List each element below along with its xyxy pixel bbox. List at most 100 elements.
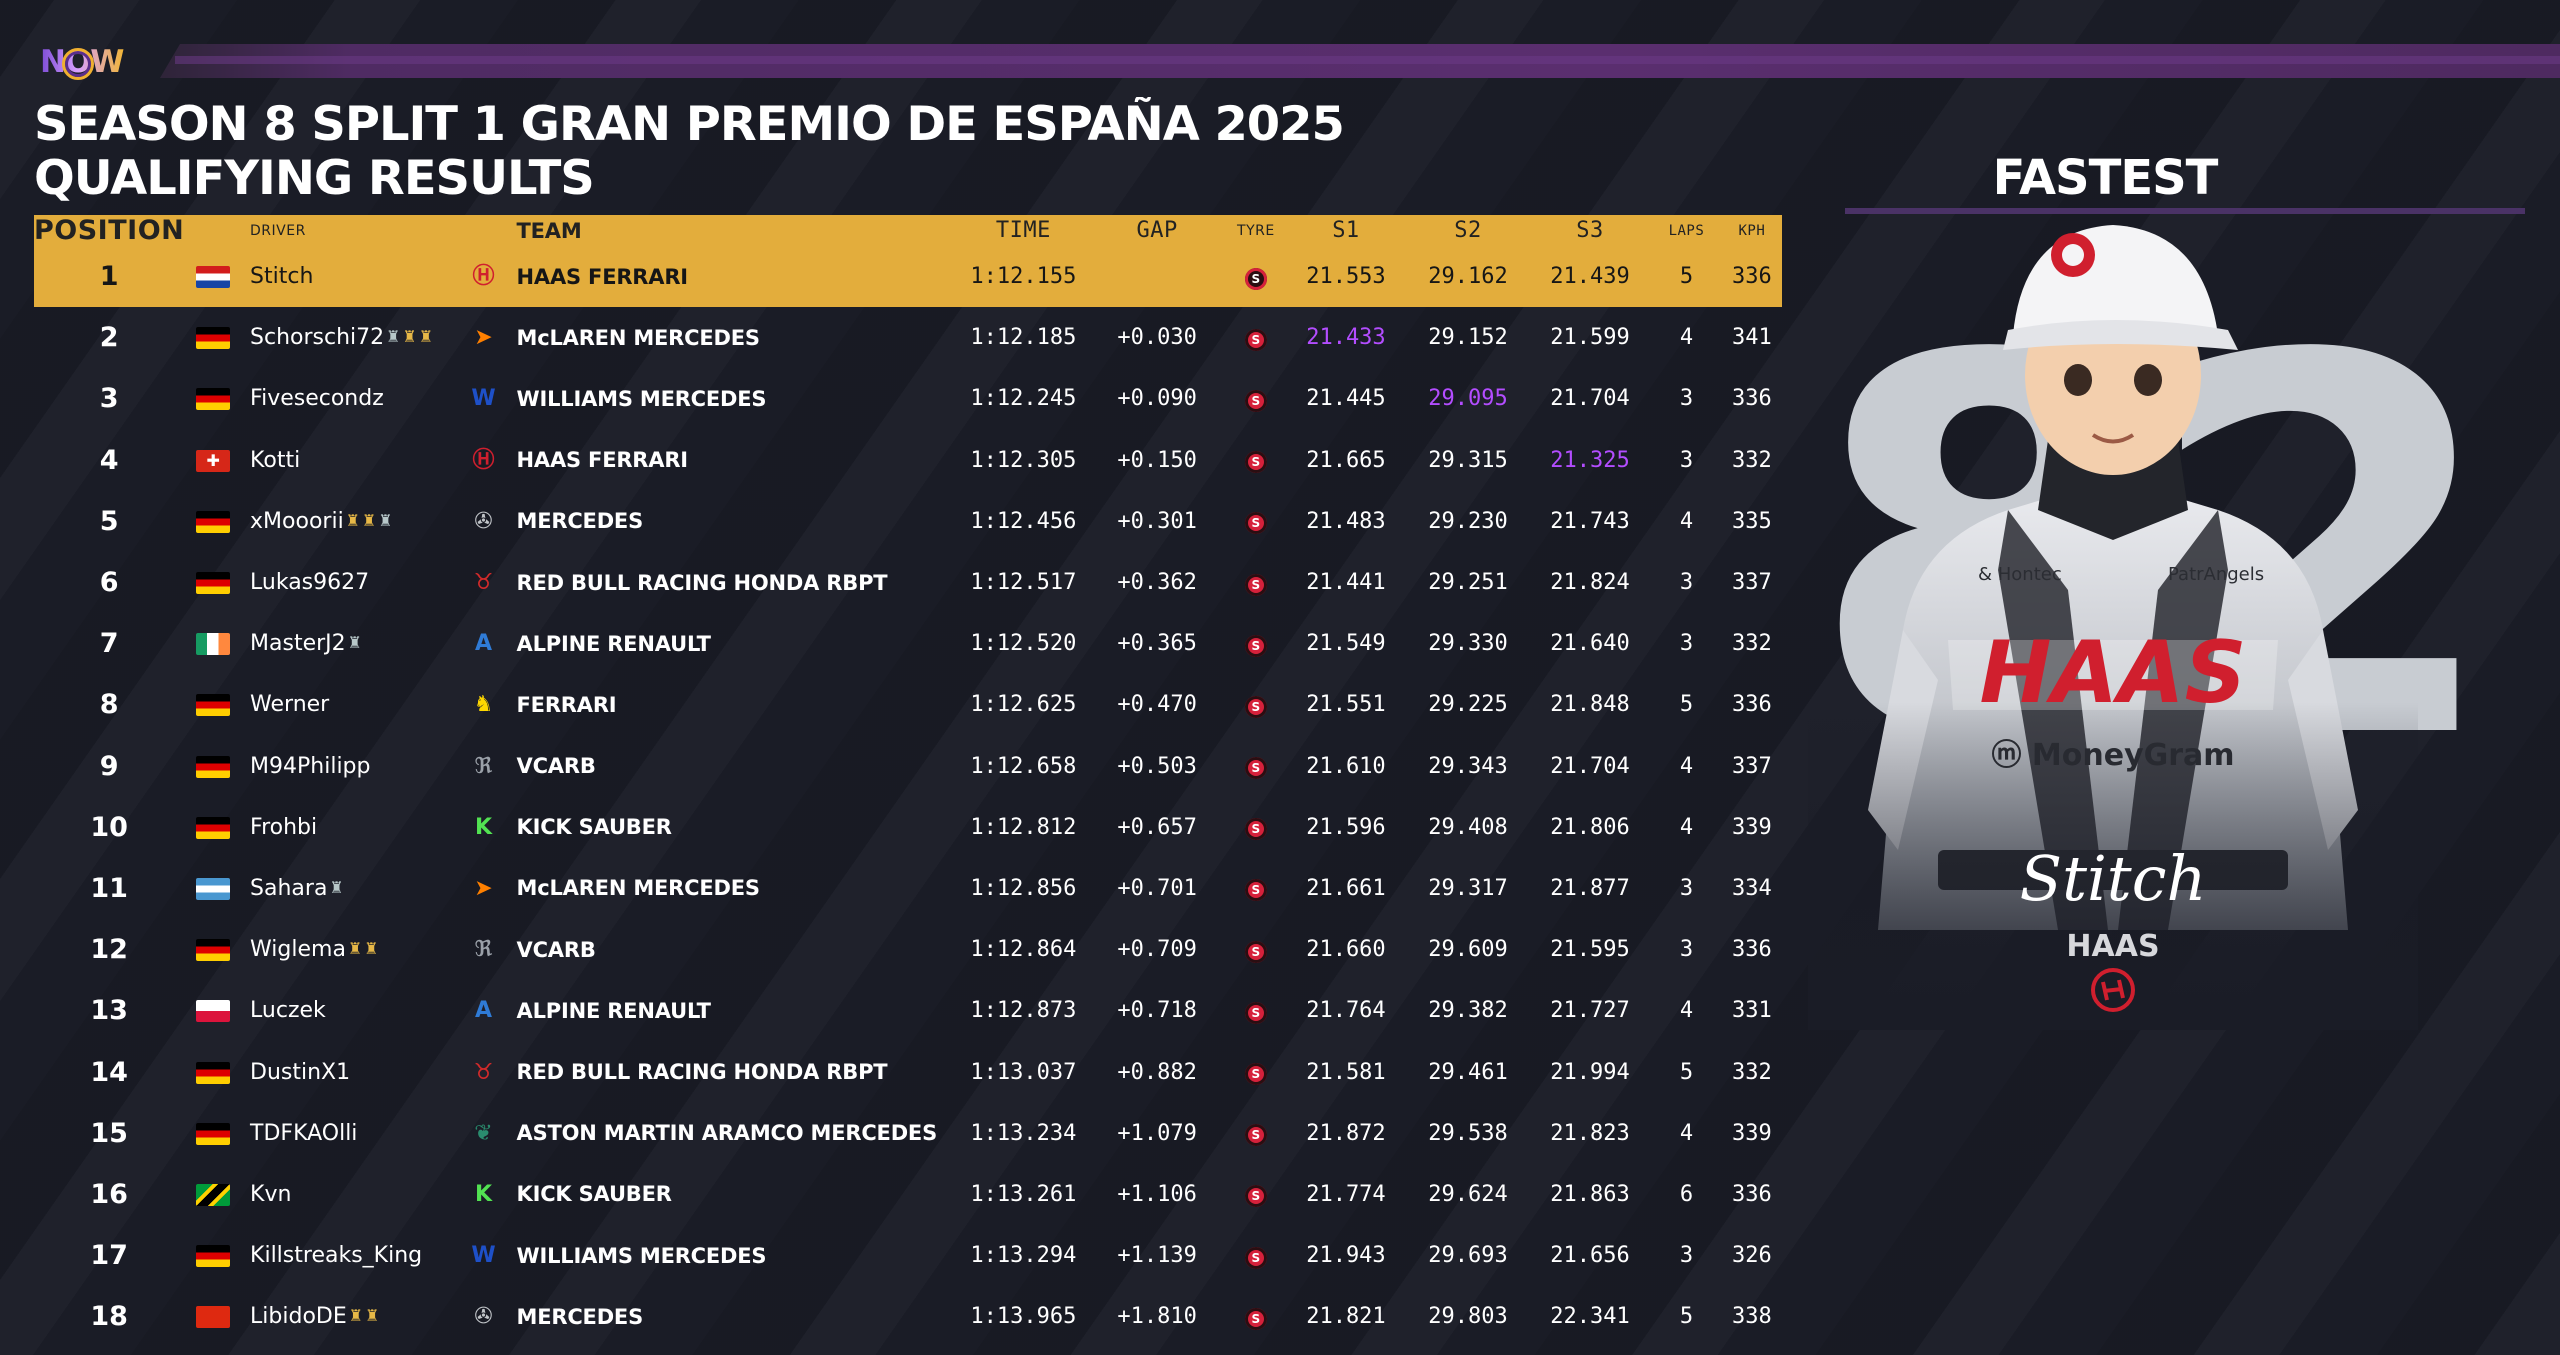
- col-time: TIME: [959, 215, 1088, 246]
- sector-s3: 21.727: [1550, 998, 1630, 1024]
- sector-s3: 21.824: [1550, 570, 1630, 596]
- position-cell: 12: [90, 934, 128, 966]
- sector-s2: 29.609: [1428, 937, 1508, 963]
- driver-cell: M94Philipp: [242, 736, 450, 797]
- sector-s1: 21.821: [1306, 1304, 1386, 1330]
- flag-cell: [184, 1164, 242, 1225]
- driver-cell: Kvn: [242, 1164, 450, 1225]
- flag-cell: [184, 1225, 242, 1286]
- soft-tyre-icon: S: [1244, 451, 1267, 474]
- tyre-cell: S: [1227, 613, 1285, 674]
- sector-s2: 29.251: [1428, 570, 1508, 596]
- country-flag-icon: [196, 572, 231, 595]
- table-row: 3 Fivesecondz W WILLIAMS MERCEDES 1:12.245 +0…: [34, 368, 1782, 429]
- page-title: SEASON 8 SPLIT 1 GRAN PREMIO DE ESPAÑA 2…: [34, 98, 1345, 206]
- team-name: RED BULL RACING HONDA RBPT: [516, 1060, 888, 1085]
- sector-s2: 29.162: [1406, 246, 1530, 308]
- driver-name: DustinX1: [250, 1059, 351, 1085]
- flag-cell: [184, 246, 243, 308]
- driver-name: Lukas9627: [250, 570, 370, 596]
- col-flag: [184, 215, 243, 246]
- position-cell: 9: [99, 750, 119, 782]
- laps-value: 5: [1651, 246, 1722, 308]
- sector-s2: 29.624: [1428, 1181, 1508, 1207]
- gold-trophy-icon: ♜: [347, 939, 363, 959]
- team-logo-cell: ➤: [450, 307, 516, 368]
- driver-name: Kotti: [250, 447, 301, 473]
- soft-tyre-icon: S: [1244, 328, 1267, 351]
- flag-cell: [184, 368, 242, 429]
- tyre-cell: S: [1227, 368, 1285, 429]
- signature: Stitch: [2020, 842, 2207, 915]
- lap-time: 1:12.873: [970, 998, 1077, 1024]
- table-row: 17 Killstreaks_King W WILLIAMS MERCEDES 1:13…: [34, 1225, 1782, 1286]
- team-logo-cell: W: [450, 1225, 516, 1286]
- laps-value: 4: [1679, 325, 1694, 351]
- sector-s3: 22.341: [1550, 1304, 1630, 1330]
- fastest-heading: FASTEST: [1992, 150, 2219, 206]
- driver-cell: xMooorii ♜ ♜ ♜: [242, 491, 450, 552]
- aston-martin-logo-icon: ❦: [474, 1120, 493, 1146]
- soft-tyre-icon: S: [1244, 1124, 1267, 1147]
- team-name: ALPINE RENAULT: [516, 631, 711, 656]
- table-row: 13 Luczek A ALPINE RENAULT 1:12.873 +0.718 S 21…: [34, 980, 1782, 1041]
- gap-value: +0.150: [1117, 447, 1197, 473]
- driver-cell: Luczek: [242, 980, 450, 1041]
- driver-name: Luczek: [250, 998, 326, 1024]
- redbull-logo-icon: ♉: [473, 570, 494, 596]
- driver-cell: Schorschi72 ♜ ♜ ♜: [242, 307, 450, 368]
- position-cell: 3: [99, 383, 119, 415]
- country-flag-icon: [196, 1245, 231, 1268]
- tyre-cell: S: [1227, 307, 1285, 368]
- kph-value: 334: [1732, 875, 1772, 901]
- gap-value: +0.470: [1117, 692, 1197, 718]
- driver-name: TDFKAOlli: [250, 1120, 358, 1146]
- position-cell: 10: [90, 811, 128, 843]
- country-flag-icon: ✚: [196, 449, 231, 472]
- laps-value: 3: [1679, 937, 1694, 963]
- laps-value: 3: [1679, 875, 1694, 901]
- table-header: POSITION DRIVER TEAM TIME GAP TYRE S1 S2…: [34, 215, 1782, 246]
- driver-name: Killstreaks_King: [250, 1243, 423, 1269]
- gap-value: +0.701: [1117, 875, 1197, 901]
- soft-tyre-icon: S: [1244, 1307, 1267, 1330]
- soft-tyre-icon: S: [1244, 818, 1267, 841]
- table-row: 16 Kvn K KICK SAUBER 1:13.261 +1.106 S 21.774 29…: [34, 1164, 1782, 1225]
- driver-cell: Frohbi: [242, 797, 450, 858]
- kph-value: 336: [1721, 246, 1782, 308]
- team-name: RED BULL RACING HONDA RBPT: [516, 570, 888, 595]
- col-driver: DRIVER: [242, 215, 451, 246]
- sector-s3: 21.656: [1550, 1243, 1630, 1269]
- position-cell: 15: [90, 1117, 128, 1149]
- kph-value: 341: [1732, 325, 1772, 351]
- tyre-cell: S: [1227, 980, 1285, 1041]
- mclaren-logo-icon: ➤: [474, 325, 493, 351]
- col-s1: S1: [1284, 215, 1407, 246]
- sector-s1: 21.483: [1306, 508, 1386, 534]
- sector-s3: 21.439: [1529, 246, 1652, 308]
- driver-name: Wiglema: [250, 937, 346, 963]
- driver-name: xMooorii: [250, 508, 344, 534]
- alpine-logo-icon: A: [474, 631, 492, 657]
- soft-tyre-icon: S: [1244, 879, 1267, 902]
- table-row: 6 Lukas9627 ♉ RED BULL RACING HONDA RBPT 1:1…: [34, 552, 1782, 613]
- team-name: WILLIAMS MERCEDES: [516, 1243, 767, 1268]
- lap-time: 1:12.658: [970, 753, 1077, 779]
- now-logo: NOW: [40, 40, 132, 84]
- country-flag-icon: [196, 939, 231, 962]
- col-s3: S3: [1529, 215, 1652, 246]
- sector-s3: 21.743: [1550, 508, 1630, 534]
- driver-name: M94Philipp: [250, 753, 371, 779]
- gap-value: +0.301: [1117, 508, 1197, 534]
- driver-cell: Lukas9627: [242, 552, 450, 613]
- team-name: VCARB: [516, 937, 596, 962]
- soft-tyre-icon: S: [1244, 1246, 1267, 1269]
- soft-tyre-icon: S: [1244, 389, 1267, 412]
- driver-name: MasterJ2: [250, 631, 346, 657]
- country-flag-icon: [196, 1306, 231, 1329]
- gap-value: +1.079: [1117, 1120, 1197, 1146]
- sector-s2: 29.693: [1428, 1243, 1508, 1269]
- soft-tyre-icon: S: [1244, 695, 1267, 718]
- kph-value: 339: [1732, 814, 1772, 840]
- sector-s2: 29.538: [1428, 1120, 1508, 1146]
